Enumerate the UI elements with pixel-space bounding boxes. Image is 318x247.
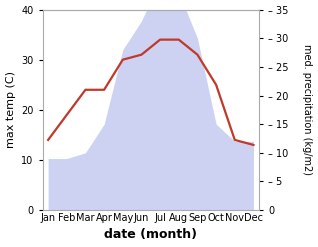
- Y-axis label: max temp (C): max temp (C): [5, 71, 16, 148]
- X-axis label: date (month): date (month): [104, 228, 197, 242]
- Y-axis label: med. precipitation (kg/m2): med. precipitation (kg/m2): [302, 44, 313, 175]
